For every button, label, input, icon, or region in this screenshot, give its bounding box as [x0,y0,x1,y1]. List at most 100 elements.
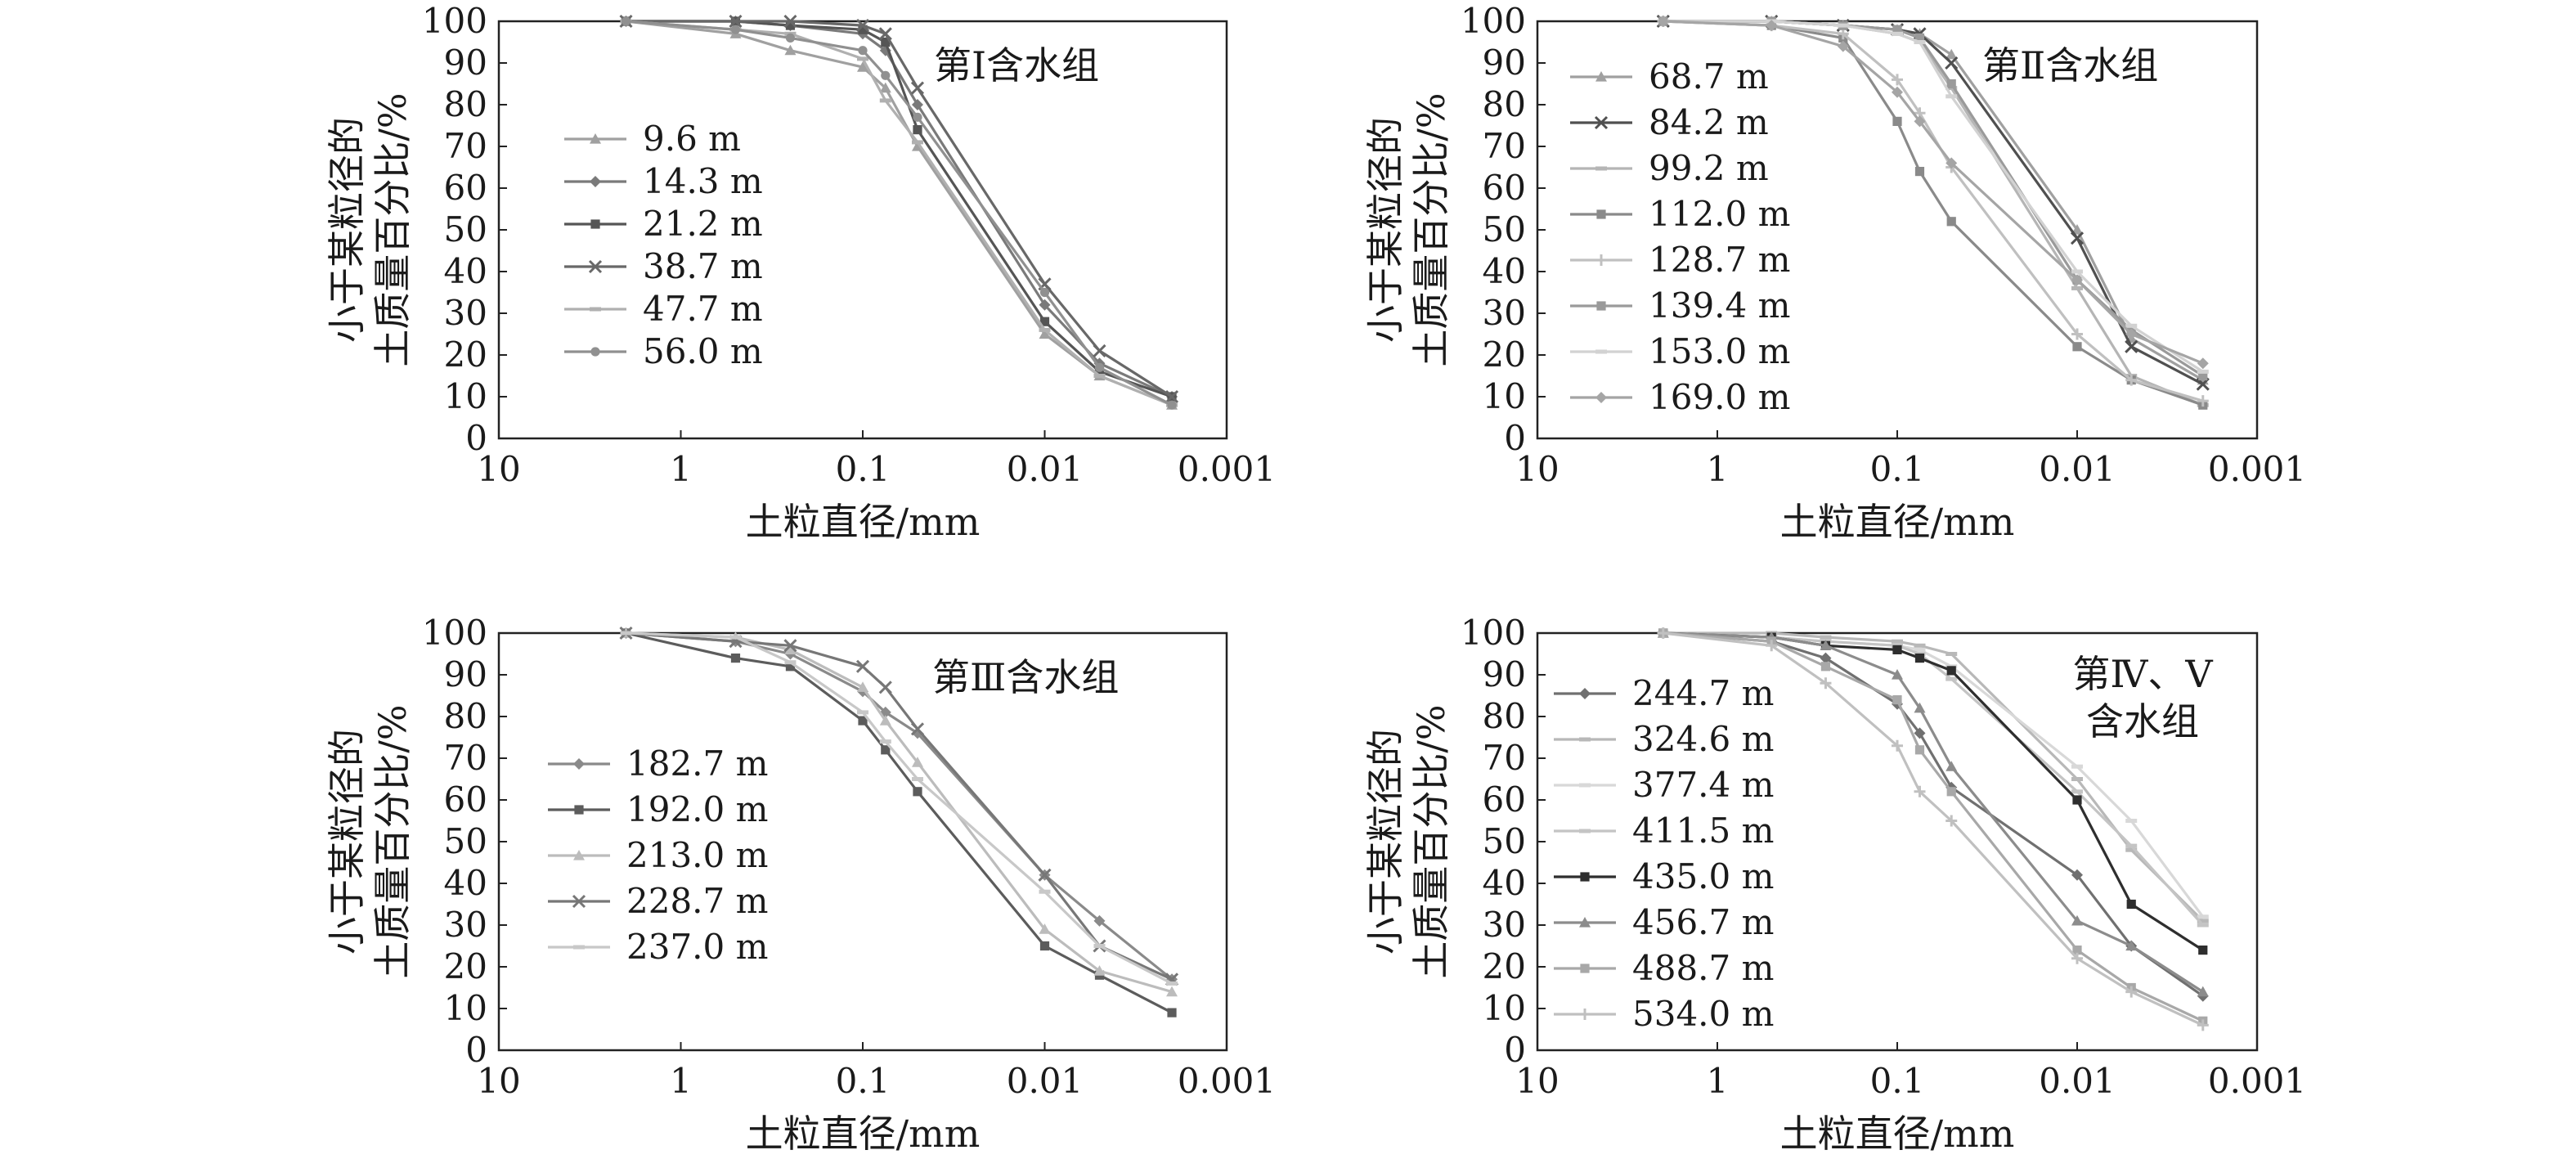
legend-marker [1595,254,1607,266]
data-point [1914,40,1926,44]
data-point [2125,940,2138,951]
data-point [1892,639,1903,644]
data-point [1093,914,1106,927]
data-point [785,33,796,43]
x-tick-label: 0.1 [836,449,891,489]
data-point [1039,299,1051,311]
data-point [879,715,891,726]
y-tick-label: 90 [1483,43,1526,83]
data-point [858,46,868,56]
legend-marker [572,894,586,909]
data-point [1039,328,1051,339]
legend-marker [1595,392,1607,403]
y-axis-title-line: 小于某粒径的 [325,117,369,343]
x-axis-title: 土粒直径/mm [1780,500,2015,544]
data-point [1945,94,1958,99]
data-point [1946,217,1956,227]
series-6 [621,16,1177,410]
y-tick-label: 80 [444,84,487,124]
data-point [1892,74,1903,86]
x-tick-label: 0.001 [2208,1061,2306,1101]
legend-item: 435.0 m [1554,856,1774,896]
legend-marker [1595,349,1607,354]
data-point [785,662,796,672]
y-tick-label: 60 [1483,779,1526,820]
y-tick-label: 70 [1483,738,1526,778]
data-point [1945,56,1959,70]
legend-item: 244.7 m [1554,673,1774,713]
y-axis-title-line: 土质量百分比/% [1409,704,1453,978]
data-point [1166,986,1178,997]
data-point [2125,819,2138,823]
data-point [2071,789,2083,794]
x-tick-label: 0.001 [1178,1061,1276,1101]
y-tick-label: 10 [444,376,487,416]
legend-marker [590,347,600,357]
y-tick-label: 0 [1504,418,1526,458]
legend-marker [1594,115,1609,130]
x-tick-label: 1 [1707,449,1729,489]
legend-marker [1579,829,1591,833]
panel-label: 第Ⅰ含水组 [934,43,1099,88]
y-tick-label: 20 [444,335,487,375]
data-point [1166,981,1178,986]
x-tick-label: 1 [670,1061,692,1101]
x-tick-label: 0.01 [2039,449,2116,489]
data-point [1914,167,1925,177]
legend-label: 112.0 m [1649,194,1790,234]
x-tick-label: 0.1 [836,1061,891,1101]
x-tick-label: 10 [1515,449,1559,489]
data-point [1945,48,1958,60]
legend-marker [1579,783,1591,788]
data-point [1945,676,1958,681]
legend-label: 139.4 m [1649,285,1790,326]
legend-item: 456.7 m [1554,902,1774,942]
data-point [881,70,891,80]
legend-item: 21.2 m [564,204,763,244]
data-point [1914,727,1926,739]
y-tick-label: 90 [1483,654,1526,694]
data-point [1914,643,1926,648]
series-4 [619,626,1179,986]
legend-item: 534.0 m [1554,994,1774,1034]
data-point [1892,695,1902,705]
series-4 [619,14,1179,404]
data-point [2197,986,2209,997]
y-tick-label: 50 [1483,209,1526,249]
y-tick-label: 90 [444,43,487,83]
y-tick-label: 90 [444,654,487,694]
y-tick-label: 0 [1504,1030,1526,1070]
data-point [2197,357,2209,370]
data-point [910,722,925,736]
legend-marker [590,307,601,312]
legend-marker [1579,1009,1591,1020]
x-tick-label: 0.001 [2208,449,2306,489]
data-point [1914,702,1926,713]
data-point [1039,889,1051,894]
data-point [911,777,923,781]
legend-label: 14.3 m [643,161,763,201]
data-point [1039,941,1050,951]
data-point [2197,395,2209,407]
x-tick-label: 1 [670,449,692,489]
data-point [1837,23,1849,28]
data-point [1820,635,1832,640]
y-tick-label: 60 [444,168,487,208]
legend-label: 99.2 m [1649,148,1769,188]
data-point [1039,287,1050,298]
x-tick-label: 1 [1707,1061,1729,1101]
legend-label: 68.7 m [1649,56,1769,97]
data-point [879,739,891,744]
data-point [2197,923,2209,928]
data-point [1039,923,1051,934]
x-tick-label: 0.1 [1870,1061,1925,1101]
data-point [1892,86,1903,98]
data-point [1946,666,1956,676]
legend-label: 128.7 m [1649,240,1790,280]
legend-item: 153.0 m [1570,331,1790,371]
data-point [857,56,868,61]
data-point [784,44,797,56]
data-point [1892,116,1902,126]
y-tick-label: 20 [1483,946,1526,986]
y-tick-label: 10 [444,988,487,1028]
